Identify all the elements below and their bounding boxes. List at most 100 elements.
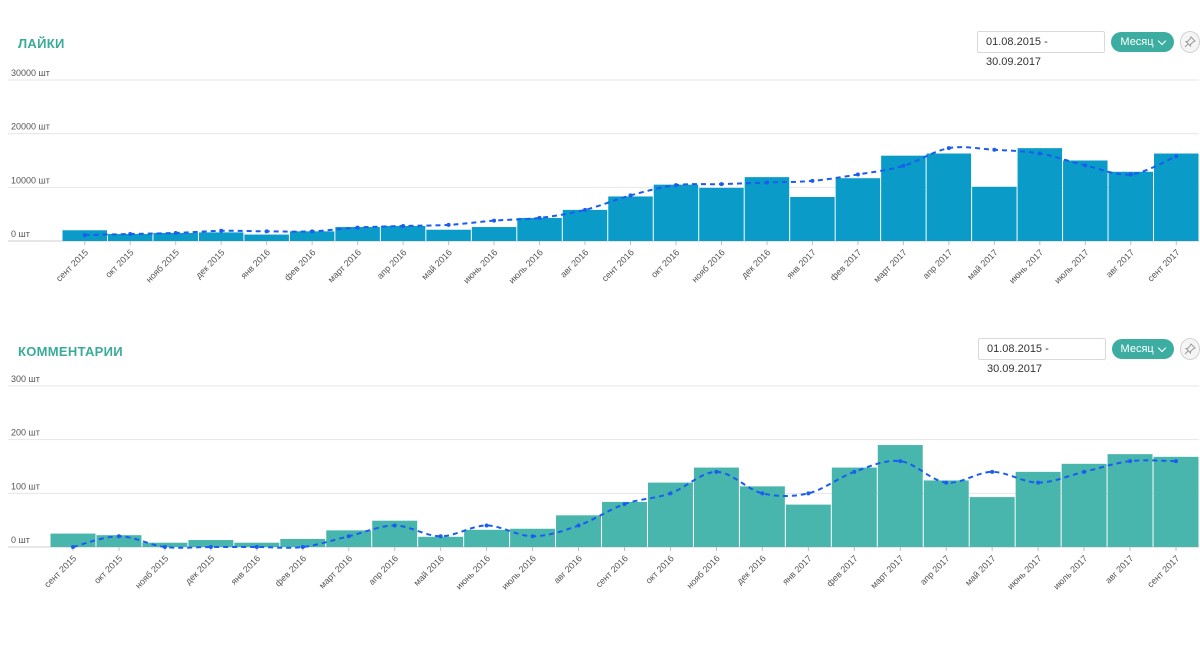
likes-bar[interactable] xyxy=(335,227,380,241)
comments-trend-point[interactable] xyxy=(1036,480,1041,485)
likes-bar[interactable] xyxy=(107,234,153,241)
comments-trend-point[interactable] xyxy=(990,469,995,474)
likes-trend-point[interactable] xyxy=(1128,172,1133,177)
comments-trend-point[interactable] xyxy=(622,502,627,507)
comments-trend-point[interactable] xyxy=(806,491,811,496)
comments-trend-point[interactable] xyxy=(898,459,903,464)
likes-bar[interactable] xyxy=(562,209,608,241)
likes-bar[interactable] xyxy=(608,196,653,241)
comments-trend-point[interactable] xyxy=(254,545,259,549)
likes-trend-point[interactable] xyxy=(810,178,815,183)
likes-bar[interactable] xyxy=(198,232,244,241)
likes-bar[interactable] xyxy=(881,155,926,241)
comments-bar[interactable] xyxy=(1153,456,1199,547)
comments-bar[interactable] xyxy=(785,504,831,547)
likes-trend-point[interactable] xyxy=(310,229,315,234)
comments-trend-point[interactable] xyxy=(438,534,443,539)
comments-bar[interactable] xyxy=(142,542,188,547)
comments-bar[interactable] xyxy=(464,529,510,547)
comments-trend-point[interactable] xyxy=(944,480,949,485)
likes-trend-point[interactable] xyxy=(446,222,451,227)
likes-trend-point[interactable] xyxy=(401,223,406,228)
comments-x-tick-label: авг 2017 xyxy=(1103,553,1135,585)
comments-bar[interactable] xyxy=(969,497,1015,547)
comments-trend-point[interactable] xyxy=(1082,469,1087,474)
comments-bar[interactable] xyxy=(1107,454,1153,547)
likes-bar[interactable] xyxy=(1108,171,1154,241)
likes-trend-point[interactable] xyxy=(1083,163,1088,168)
likes-bar[interactable] xyxy=(471,227,517,241)
likes-bar[interactable] xyxy=(972,186,1017,241)
comments-trend-point[interactable] xyxy=(668,491,673,496)
comments-bar[interactable] xyxy=(693,467,739,547)
comments-trend-point[interactable] xyxy=(1128,459,1133,464)
likes-trend-point[interactable] xyxy=(82,233,87,238)
likes-bar[interactable] xyxy=(380,225,426,241)
likes-bar[interactable] xyxy=(244,234,289,241)
comments-trend-point[interactable] xyxy=(530,534,535,539)
likes-bar[interactable] xyxy=(289,231,335,241)
comments-trend-point[interactable] xyxy=(208,545,213,549)
comments-bar[interactable] xyxy=(234,542,280,547)
comments-bar[interactable] xyxy=(556,515,602,547)
comments-bar[interactable] xyxy=(418,536,464,547)
likes-bar[interactable] xyxy=(517,217,562,241)
likes-bar[interactable] xyxy=(790,196,835,241)
likes-trend-point[interactable] xyxy=(173,230,178,235)
comments-bar[interactable] xyxy=(96,535,142,547)
likes-bar[interactable] xyxy=(926,153,972,241)
likes-trend-point[interactable] xyxy=(901,163,906,168)
likes-trend-point[interactable] xyxy=(219,228,224,233)
comments-trend-point[interactable] xyxy=(346,534,351,539)
likes-bar[interactable] xyxy=(1154,153,1199,241)
comments-trend-point[interactable] xyxy=(70,545,75,549)
comments-bar[interactable] xyxy=(602,501,647,547)
comments-bar[interactable] xyxy=(50,533,96,547)
likes-trend-point[interactable] xyxy=(492,218,497,223)
likes-trend-point[interactable] xyxy=(583,207,588,212)
likes-bar[interactable] xyxy=(835,178,881,241)
likes-bar[interactable] xyxy=(426,229,471,241)
comments-trend-point[interactable] xyxy=(852,469,857,474)
comments-trend-point[interactable] xyxy=(576,523,581,528)
comments-bar[interactable] xyxy=(1061,463,1107,547)
likes-bar[interactable] xyxy=(699,187,744,241)
likes-bar[interactable] xyxy=(1063,160,1108,242)
likes-trend-point[interactable] xyxy=(264,229,269,234)
likes-bar[interactable] xyxy=(1017,148,1063,241)
likes-trend-point[interactable] xyxy=(855,172,860,177)
comments-bar[interactable] xyxy=(188,540,234,547)
likes-bar[interactable] xyxy=(744,177,790,241)
likes-trend-point[interactable] xyxy=(1174,154,1179,159)
likes-trend-point[interactable] xyxy=(537,215,542,220)
comments-trend-point[interactable] xyxy=(300,545,305,549)
comments-trend-point[interactable] xyxy=(714,469,719,474)
likes-bar[interactable] xyxy=(653,184,699,241)
likes-trend-point[interactable] xyxy=(946,146,951,151)
comments-trend-point[interactable] xyxy=(392,523,397,528)
comments-period-button[interactable]: Месяц xyxy=(1111,339,1174,359)
likes-pin-button[interactable] xyxy=(1179,31,1200,53)
comments-trend-point[interactable] xyxy=(760,491,765,496)
likes-trend-point[interactable] xyxy=(673,183,678,188)
likes-trend-point[interactable] xyxy=(764,180,769,185)
likes-trend-point[interactable] xyxy=(628,193,633,198)
comments-trend-point[interactable] xyxy=(162,545,167,549)
comments-bar[interactable] xyxy=(280,538,326,547)
likes-trend-point[interactable] xyxy=(1037,151,1042,156)
likes-date-range[interactable]: 01.08.2015 - 30.09.2017 xyxy=(977,31,1106,68)
likes-trend-point[interactable] xyxy=(719,182,724,187)
comments-trend-point[interactable] xyxy=(116,534,121,539)
comments-date-range[interactable]: 01.08.2015 - 30.09.2017 xyxy=(978,338,1106,375)
likes-bar[interactable] xyxy=(153,232,198,241)
comments-trend-point[interactable] xyxy=(1174,459,1179,464)
likes-trend-point[interactable] xyxy=(128,232,133,237)
likes-trend-point[interactable] xyxy=(355,225,360,230)
likes-period-button[interactable]: Месяц xyxy=(1111,32,1174,52)
comments-bar[interactable] xyxy=(831,467,877,547)
likes-trend-point[interactable] xyxy=(992,147,997,152)
comments-bar[interactable] xyxy=(326,530,372,547)
comments-bar[interactable] xyxy=(923,480,969,547)
comments-pin-button[interactable] xyxy=(1179,338,1200,360)
comments-trend-point[interactable] xyxy=(484,523,489,528)
